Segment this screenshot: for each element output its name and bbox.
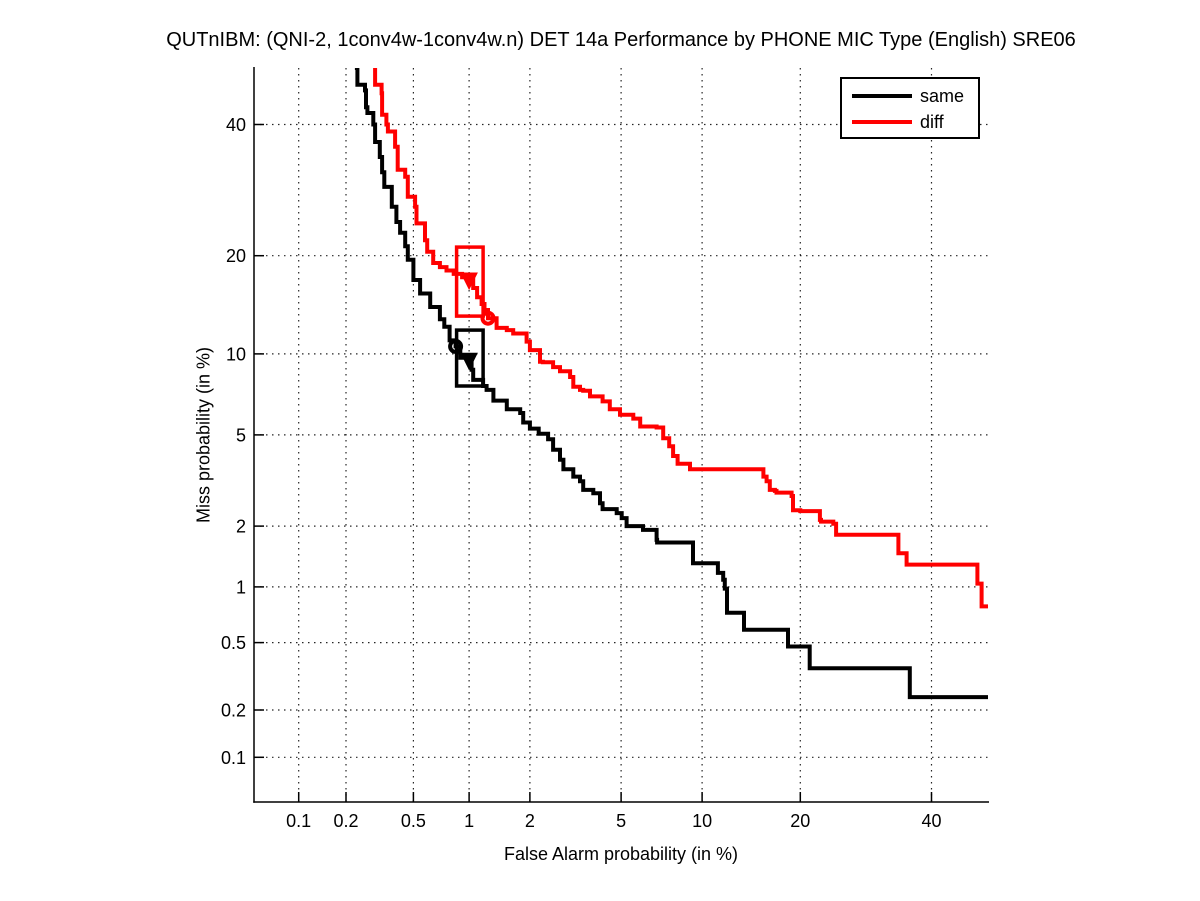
legend-item-same: same [842, 83, 978, 109]
x-tick-label-10: 10 [692, 811, 712, 831]
y-tick-label-20: 20 [226, 246, 246, 266]
x-tick-label-40: 40 [921, 811, 941, 831]
marker-triangle-down-same [460, 352, 478, 371]
x-tick-label-2: 2 [525, 811, 535, 831]
x-tick-label-20: 20 [790, 811, 810, 831]
y-tick-label-2: 2 [236, 517, 246, 537]
y-tick-label-1: 1 [236, 577, 246, 597]
x-tick-label-5: 5 [616, 811, 626, 831]
legend-label-same: same [920, 86, 965, 106]
y-tick-label-0.5: 0.5 [221, 633, 246, 653]
marker-circle-diff [480, 310, 496, 326]
legend-line-sample-diff [852, 120, 912, 124]
x-tick-label-0.2: 0.2 [333, 811, 358, 831]
legend: same diff [840, 77, 980, 139]
legend-label-diff: diff [920, 112, 944, 132]
marker-rect-same [454, 328, 485, 388]
legend-line-sample-same [852, 94, 912, 98]
y-tick-label-10: 10 [226, 344, 246, 364]
chart-title: QUTnIBM: (QNI-2, 1conv4w-1conv4w.n) DET … [166, 29, 1076, 51]
y-tick-label-40: 40 [226, 115, 246, 135]
marker-triangle-down-diff [460, 272, 478, 291]
marker-rect-diff [454, 245, 485, 318]
legend-item-diff: diff [842, 109, 978, 135]
x-tick-label-1: 1 [464, 811, 474, 831]
x-tick-label-0.1: 0.1 [286, 811, 311, 831]
x-axis-label: False Alarm probability (in %) [503, 844, 739, 864]
x-tick-label-0.5: 0.5 [401, 811, 426, 831]
det-curve-same [354, 68, 988, 700]
y-tick-label-5: 5 [236, 425, 246, 445]
y-tick-label-0.1: 0.1 [221, 748, 246, 768]
det-curve-diff [373, 68, 988, 609]
y-tick-label-0.2: 0.2 [221, 701, 246, 721]
